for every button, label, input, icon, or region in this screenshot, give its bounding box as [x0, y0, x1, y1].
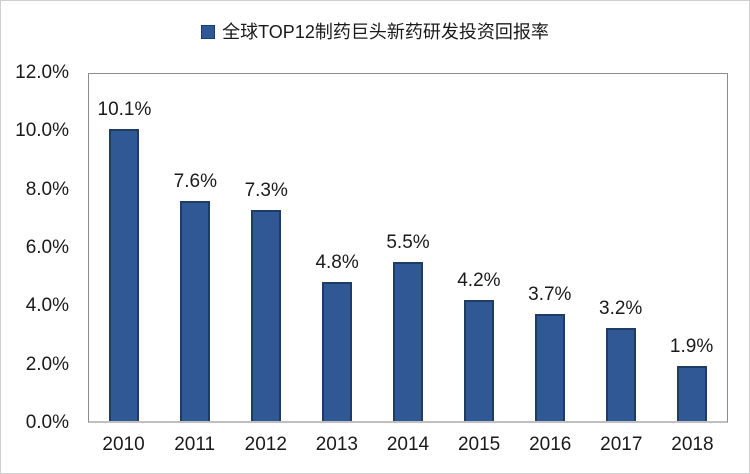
bar: [322, 282, 353, 421]
bar-column: 7.3%: [231, 74, 302, 421]
bar: [534, 314, 565, 421]
x-axis-category-label: 2010: [102, 434, 145, 455]
bar-value-label: 1.9%: [669, 336, 714, 358]
bar-column: 3.2%: [585, 74, 656, 421]
y-axis-tick-label: 8.0%: [25, 178, 69, 200]
bar-value-label: 3.2%: [599, 298, 643, 320]
y-axis-tick-label: 12.0%: [15, 62, 69, 83]
plot-area: 10.1% 7.6% 7.3% 4.8% 5.5% 4.2% 3.7% 3.2% 1.9%: [88, 73, 728, 423]
bar-value-label: 3.7%: [528, 284, 572, 306]
bar-value-label: 4.2%: [457, 269, 501, 291]
x-axis-category-label: 2012: [244, 434, 287, 455]
x-axis-category-label: 2014: [386, 434, 430, 455]
bar: [109, 128, 140, 421]
bar-column: 7.6%: [160, 74, 231, 421]
y-axis-tick-label: 6.0%: [25, 237, 69, 258]
bar-value-label: 7.3%: [244, 179, 288, 201]
y-axis-tick-label: 10.0%: [15, 120, 69, 142]
bar: [393, 261, 423, 421]
bar-value-label: 5.5%: [386, 231, 430, 253]
bar-column: 5.5%: [373, 74, 444, 421]
bar-column: 10.1%: [89, 74, 160, 421]
legend-label: 全球TOP12制药巨头新药研发投资回报率: [222, 22, 549, 42]
chart-legend: 全球TOP12制药巨头新药研发投资回报率: [1, 21, 749, 43]
x-axis-category-label: 2018: [671, 434, 714, 455]
bar-value-label: 7.6%: [173, 171, 217, 193]
bar: [676, 366, 707, 421]
bar: [463, 299, 494, 421]
x-axis-category-label: 2015: [457, 434, 501, 455]
y-axis-tick-label: 0.0%: [25, 412, 69, 433]
bar-column: 4.8%: [302, 74, 373, 421]
bar: [605, 328, 636, 421]
x-axis-category-labels: 2010 2011 2012 2013 2014 2015 2016 2017 2018: [88, 434, 728, 456]
y-axis-tick-labels: 0.0% 2.0% 4.0% 6.0% 8.0% 10.0% 12.0%: [1, 62, 69, 433]
y-axis-tick-label: 2.0%: [25, 353, 69, 375]
y-axis-tick-label: 4.0%: [25, 295, 69, 317]
x-axis-category-label: 2013: [315, 434, 359, 455]
bars-container: 10.1% 7.6% 7.3% 4.8% 5.5% 4.2% 3.7% 3.2% 1.9%: [89, 74, 727, 421]
bar: [251, 209, 282, 421]
bar-value-label: 4.8%: [315, 252, 359, 274]
x-axis-category-label: 2016: [529, 434, 572, 455]
bar: [180, 201, 211, 421]
x-axis-category-label: 2017: [600, 434, 643, 455]
bar-column: 1.9%: [656, 74, 727, 421]
x-axis-category-label: 2011: [174, 434, 216, 455]
bar-column: 4.2%: [443, 74, 514, 421]
bar-value-label: 10.1%: [97, 98, 152, 120]
legend-marker-icon: [201, 25, 216, 39]
bar-column: 3.7%: [514, 74, 585, 421]
